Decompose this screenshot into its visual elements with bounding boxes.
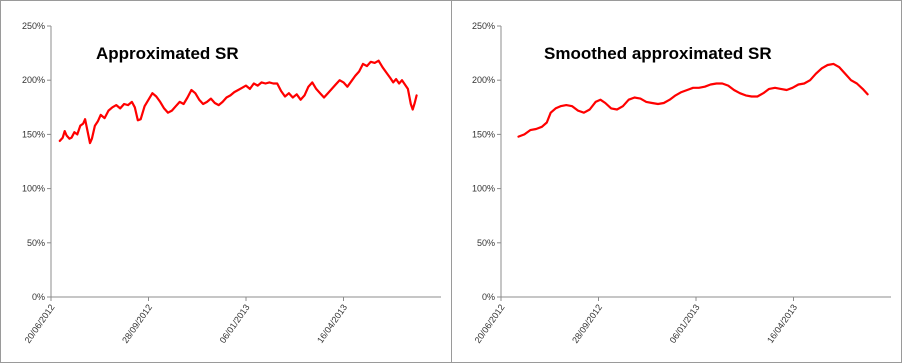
chart-title: Smoothed approximated SR xyxy=(544,44,772,63)
x-tick-label: 20/06/2012 xyxy=(23,302,57,345)
y-tick-label: 100% xyxy=(22,184,45,194)
y-tick-label: 200% xyxy=(22,75,45,85)
y-tick-label: 150% xyxy=(472,129,495,139)
x-tick-label: 28/09/2012 xyxy=(570,302,604,345)
chart-title: Approximated SR xyxy=(96,44,239,63)
series-line xyxy=(517,62,869,138)
y-tick-label: 50% xyxy=(27,238,45,248)
y-tick-label: 250% xyxy=(22,21,45,31)
y-tick-label: 250% xyxy=(472,21,495,31)
x-tick-label: 16/04/2013 xyxy=(315,302,349,345)
y-tick-label: 0% xyxy=(482,292,495,302)
y-tick-label: 0% xyxy=(32,292,45,302)
x-tick-label: 28/09/2012 xyxy=(120,302,154,345)
x-tick-label: 06/01/2013 xyxy=(218,302,252,345)
chart-panel-approximated-sr: 0% 50% 100% 150% 200% 250% 20/06/2012 28/09/201… xyxy=(0,0,452,363)
y-tick-label: 200% xyxy=(472,75,495,85)
x-tick-label: 06/01/2013 xyxy=(668,302,702,345)
x-tick-label: 16/04/2013 xyxy=(765,302,799,345)
y-tick-label: 100% xyxy=(472,184,495,194)
chart-svg: 0% 50% 100% 150% 200% 250% 20/06/2012 28/09/201… xyxy=(22,21,441,345)
y-tick-label: 150% xyxy=(22,129,45,139)
series-line xyxy=(58,59,418,145)
chart-svg: 0% 50% 100% 150% 200% 250% 20/06/2012 28/09/201… xyxy=(472,21,891,345)
x-tick-label: 20/06/2012 xyxy=(473,302,507,345)
y-tick-label: 50% xyxy=(477,238,495,248)
chart-panel-smoothed-approximated-sr: 0% 50% 100% 150% 200% 250% 20/06/2012 28/09/201… xyxy=(451,0,902,363)
